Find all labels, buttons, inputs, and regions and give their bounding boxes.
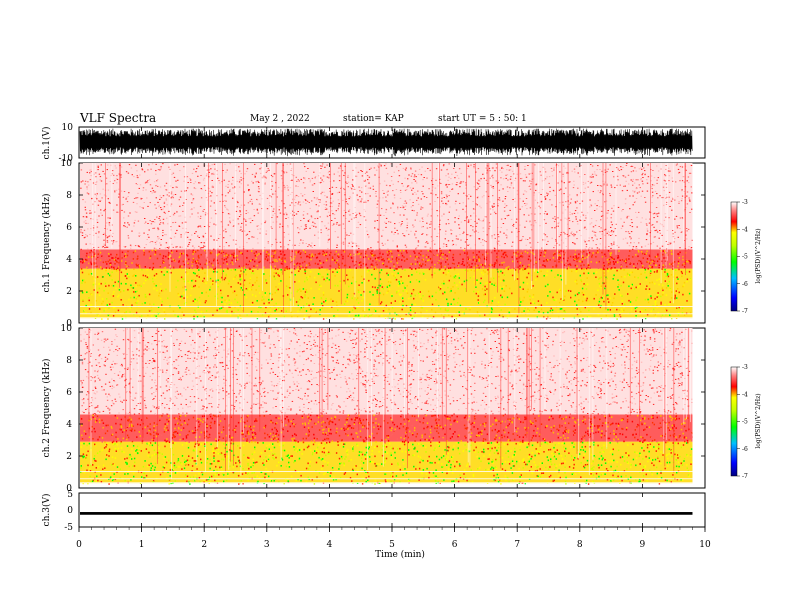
time-tick-2: 2 bbox=[201, 540, 207, 550]
ch2-spectrogram-ylabel: ch.2 Frequency (kHz) bbox=[41, 359, 52, 458]
cb2-ticks-tick-2: -5 bbox=[742, 419, 748, 426]
time-tick-3: 3 bbox=[264, 540, 270, 550]
spec1-ytick-2: 4 bbox=[66, 255, 72, 265]
cb1-ticks-tick-2: -5 bbox=[742, 254, 748, 261]
spec2-ytick-5: 10 bbox=[61, 324, 73, 334]
time-tick-1: 1 bbox=[139, 540, 145, 550]
ch3-ytick-mid: 0 bbox=[67, 506, 73, 516]
ch3-waveform-ylabel: ch.3(V) bbox=[41, 494, 52, 527]
spec2-band-2 bbox=[80, 328, 693, 415]
ch1-colorbar-label: log(PSD)(V^2/Hz) bbox=[755, 228, 762, 283]
spec2-ytick-2: 4 bbox=[66, 420, 72, 430]
spec1-ytick-1: 2 bbox=[66, 287, 72, 297]
ch1-ytick-bottom: -10 bbox=[59, 154, 74, 164]
ch2-colorbar bbox=[730, 366, 738, 477]
time-tick-7: 7 bbox=[514, 540, 520, 550]
ch1-waveform-panel: 10 -10 ch.1(V) bbox=[41, 123, 706, 164]
spec2-ytick-3: 6 bbox=[66, 388, 72, 398]
time-axis: 0 1 2 3 4 5 6 7 8 9 10 bbox=[76, 127, 711, 550]
ch1-spectrogram-ylabel: ch.1 Frequency (kHz) bbox=[41, 194, 52, 293]
time-tick-10: 10 bbox=[699, 540, 711, 550]
ch1-ytick-top: 10 bbox=[62, 123, 74, 133]
spec1-band-2 bbox=[80, 163, 693, 250]
ch3-waveform-band bbox=[80, 512, 693, 515]
time-tick-6: 6 bbox=[452, 540, 458, 550]
cb1-ticks-tick-4: -7 bbox=[742, 308, 748, 315]
cb2-ticks-tick-1: -4 bbox=[742, 391, 748, 398]
ch3-ytick-bottom: -5 bbox=[64, 523, 73, 533]
cb1-ticks-tick-3: -6 bbox=[742, 281, 748, 288]
cb1-ticks-tick-1: -4 bbox=[742, 226, 748, 233]
cb2-ticks-tick-4: -7 bbox=[742, 473, 748, 480]
spec2-ytick-4: 8 bbox=[66, 356, 72, 366]
start-time-label: start UT = 5 : 50: 1 bbox=[438, 114, 527, 124]
chart-title: VLF Spectra bbox=[80, 111, 157, 125]
time-tick-9: 9 bbox=[640, 540, 646, 550]
spec1-ytick-0: 0 bbox=[66, 319, 72, 329]
spec1-ytick-5: 10 bbox=[61, 159, 73, 169]
time-tick-8: 8 bbox=[577, 540, 583, 550]
spec1-ytick-3: 6 bbox=[66, 223, 72, 233]
ch1-waveform-ylabel: ch.1(V) bbox=[41, 127, 52, 160]
date-label: May 2 , 2022 bbox=[250, 114, 310, 124]
cb1-ticks-tick-0: -3 bbox=[742, 199, 748, 206]
time-tick-4: 4 bbox=[327, 540, 333, 550]
time-tick-0: 0 bbox=[76, 540, 82, 550]
ch1-waveform-line bbox=[79, 128, 693, 157]
ch2-spectrogram-image bbox=[80, 328, 693, 485]
ch3-waveform-panel: 5 0 -5 ch.3(V) bbox=[41, 490, 706, 533]
ch1-spectrogram-image bbox=[80, 163, 693, 320]
spec2-ytick-1: 2 bbox=[66, 452, 72, 462]
ch3-waveform-frame bbox=[78, 492, 706, 528]
spec2-ytick-0: 0 bbox=[66, 484, 72, 494]
cb2-ticks-tick-3: -6 bbox=[742, 446, 748, 453]
ch3-ytick-top: 5 bbox=[67, 490, 73, 500]
time-tick-5: 5 bbox=[389, 540, 395, 550]
cb2-ticks-tick-0: -3 bbox=[742, 364, 748, 371]
time-axis-label: Time (min) bbox=[375, 549, 425, 560]
ch1-colorbar bbox=[730, 201, 738, 312]
station-label: station= KAP bbox=[343, 114, 404, 124]
spec1-ytick-4: 8 bbox=[66, 191, 72, 201]
ch2-colorbar-label: log(PSD)(V^2/Hz) bbox=[755, 393, 762, 448]
